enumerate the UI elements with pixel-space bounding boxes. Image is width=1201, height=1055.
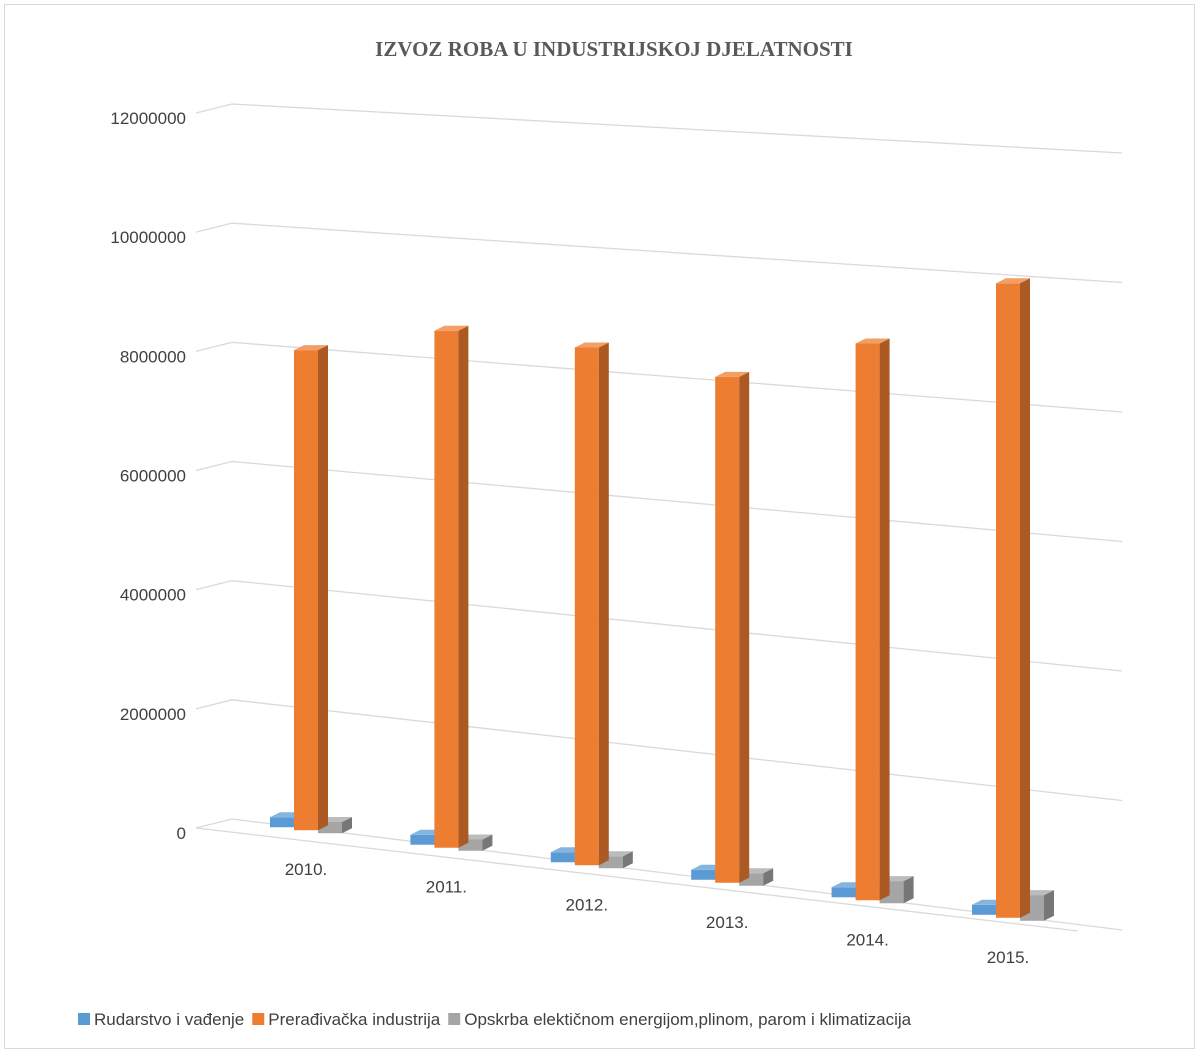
bar-front: [318, 821, 342, 834]
y-tick-label: 0: [177, 824, 186, 843]
bar-top: [715, 371, 750, 377]
bar-front: [270, 817, 294, 828]
bar-front: [831, 887, 856, 898]
bar-front: [410, 834, 435, 845]
x-tick-label: 2015.: [987, 948, 1030, 967]
bar-front: [972, 904, 996, 915]
y-tick-label: 4000000: [120, 586, 186, 605]
bar-side: [763, 868, 774, 886]
chart-title: IZVOZ ROBA U INDUSTRIJSKOJ DJELATNOSTI: [375, 37, 853, 61]
y-tick-label: 12000000: [110, 109, 186, 128]
legend: Rudarstvo i vađenje Prerađivačka industri…: [78, 1010, 912, 1029]
bar-top: [996, 278, 1030, 284]
y-tick-label: 2000000: [120, 705, 186, 724]
floor-edge: [195, 827, 1079, 932]
bar-preradjivacka: [996, 278, 1030, 918]
bar-top: [294, 345, 328, 351]
bar-front: [996, 283, 1020, 918]
bar-top: [434, 325, 469, 331]
bar-side: [482, 834, 493, 851]
y-tick-label: 6000000: [120, 467, 186, 486]
bar-side: [458, 325, 469, 848]
bar-front: [550, 852, 575, 863]
bar-front: [574, 347, 599, 866]
bar-side: [342, 816, 352, 834]
x-tick-label: 2010.: [285, 860, 328, 879]
y-axis-ticks: 0 2000000 4000000 6000000 8000000 10000000 120…: [110, 109, 186, 843]
bar-front: [294, 350, 318, 831]
gridlines: [195, 103, 1123, 932]
bar-top: [574, 342, 609, 348]
bar-preradjivacka: [715, 371, 750, 883]
gridline: [195, 222, 1123, 284]
bar-front: [434, 330, 459, 848]
bar-side: [318, 345, 328, 831]
x-tick-label: 2014.: [846, 930, 889, 949]
bar-preradjivacka: [294, 345, 328, 831]
bar-preradjivacka: [855, 338, 890, 901]
legend-swatch: [252, 1013, 265, 1025]
bar-front: [691, 869, 716, 880]
gridline: [195, 580, 1123, 672]
legend-label: Opskrba elektičnom energijom,plinom, par…: [464, 1010, 911, 1029]
gridline: [195, 103, 1123, 154]
bar-top: [855, 338, 890, 344]
bar-front: [855, 343, 880, 901]
bar-front: [458, 839, 483, 851]
bar-preradjivacka: [434, 325, 469, 848]
bar-side: [903, 876, 914, 904]
bar-front: [715, 376, 740, 883]
y-tick-label: 8000000: [120, 347, 186, 366]
gridline: [195, 341, 1123, 413]
legend-label: Prerađivačka industrija: [268, 1010, 441, 1029]
bar-side: [739, 371, 750, 883]
bar-side: [879, 338, 890, 901]
x-tick-label: 2013.: [706, 913, 749, 932]
bar-side: [1020, 278, 1030, 918]
legend-label: Rudarstvo i vađenje: [94, 1010, 244, 1029]
gridline: [195, 699, 1123, 802]
bar-preradjivacka: [574, 342, 609, 866]
legend-swatch: [78, 1013, 90, 1025]
gridline: [195, 460, 1123, 543]
bars: [270, 278, 1054, 921]
legend-swatch: [448, 1013, 461, 1025]
bar-side: [622, 851, 633, 869]
y-tick-label: 10000000: [110, 228, 186, 247]
x-tick-label: 2011.: [426, 878, 467, 897]
x-axis-ticks: 2010. 2011. 2012. 2013. 2014. 2015.: [285, 860, 1030, 967]
x-tick-label: 2012.: [566, 895, 609, 914]
bar-side: [598, 342, 609, 866]
bar-side: [1044, 890, 1054, 921]
gridline: [195, 818, 1123, 931]
